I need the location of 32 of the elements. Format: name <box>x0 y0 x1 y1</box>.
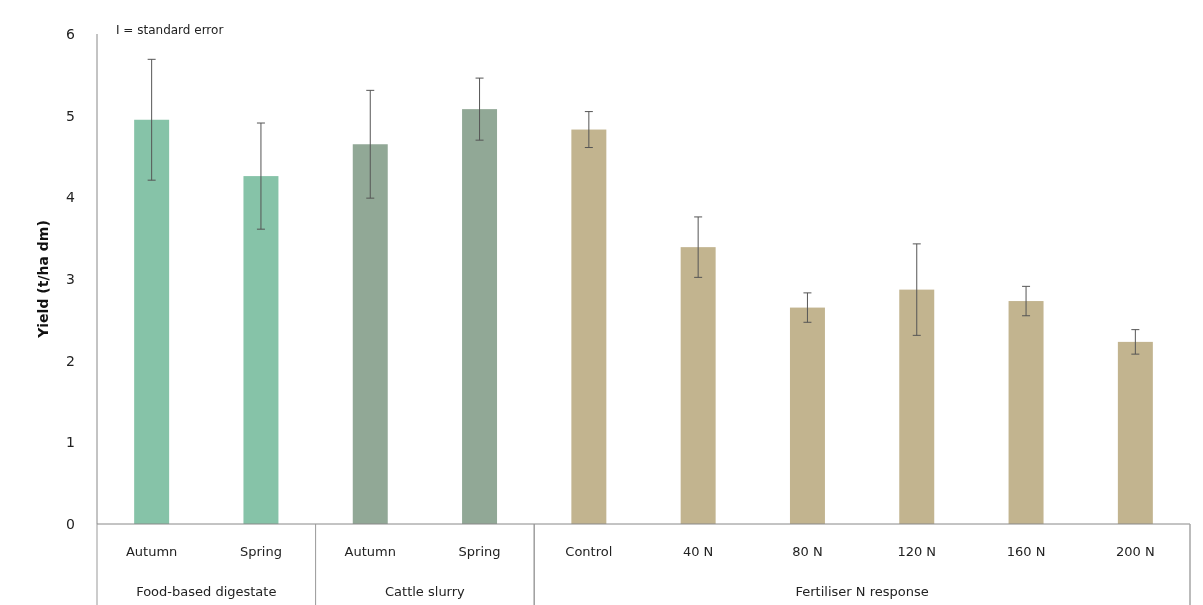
text: Food-based digestate <box>136 584 277 599</box>
y-tick-label: 1 <box>66 434 75 451</box>
text: Cattle slurry <box>385 584 466 599</box>
y-tick-label: 0 <box>66 515 75 532</box>
y-tick-label: 4 <box>66 189 76 206</box>
bar <box>352 144 388 524</box>
x-tick-label: 160 N <box>1006 544 1046 559</box>
bar <box>462 109 498 524</box>
bar <box>571 129 607 524</box>
x-tick-label: Control <box>565 544 613 559</box>
bar <box>134 119 170 524</box>
y-tick-label: 5 <box>66 107 75 124</box>
text: Fertiliser N response <box>795 584 929 599</box>
y-tick-label: 2 <box>66 352 75 369</box>
y-tick-label: 6 <box>66 25 76 42</box>
y-axis-title: Yield (t/ha dm) <box>35 220 51 339</box>
bar <box>899 289 935 524</box>
annotation: I = standard error <box>116 23 224 37</box>
bar <box>1008 301 1044 524</box>
x-tick-label: 40 N <box>682 544 714 559</box>
x-tick-label: Autumn <box>125 544 178 559</box>
x-tick-label: Spring <box>239 544 282 559</box>
x-tick-label: 80 N <box>792 544 823 559</box>
x-tick-label: Spring <box>458 544 501 559</box>
x-tick-label: 120 N <box>897 544 937 559</box>
x-tick-label: 200 N <box>1116 544 1155 559</box>
bar <box>789 307 825 524</box>
bar <box>680 247 716 524</box>
bar <box>243 176 279 524</box>
x-tick-label: Autumn <box>344 544 396 559</box>
bar <box>1117 341 1153 524</box>
y-tick-label: 3 <box>66 270 75 287</box>
